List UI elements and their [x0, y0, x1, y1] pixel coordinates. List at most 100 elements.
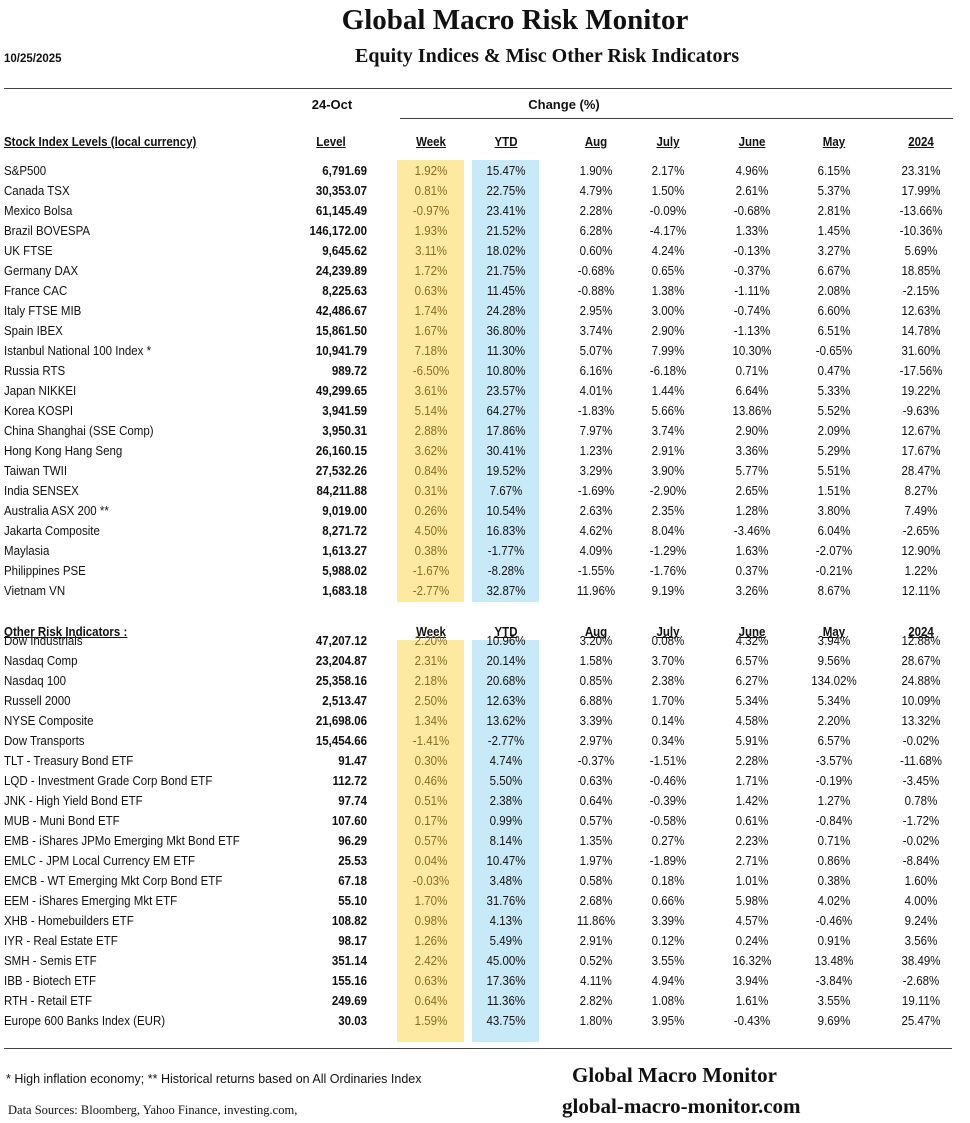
row-july-change: -0.09%: [649, 204, 687, 218]
row-week-change: 1.67%: [414, 324, 448, 338]
row-ytd-change: 12.63%: [486, 694, 526, 708]
row-level: 25,358.16: [315, 674, 367, 688]
row-may-change: 2.81%: [817, 204, 851, 218]
row-2024-change: -9.63%: [902, 404, 940, 418]
row-ytd-change: 17.86%: [486, 424, 526, 438]
row-july-change: 3.70%: [651, 654, 685, 668]
row-june-change: 5.98%: [735, 894, 769, 908]
row-aug-change: 0.60%: [579, 244, 613, 258]
row-name: Russia RTS: [4, 364, 66, 378]
row-july-change: -2.90%: [649, 484, 687, 498]
row-ytd-change: 4.74%: [489, 754, 523, 768]
row-name: Nasdaq 100: [4, 674, 67, 688]
row-name: Canada TSX: [4, 184, 70, 198]
row-may-change: 5.52%: [817, 404, 851, 418]
row-aug-change: 4.79%: [579, 184, 613, 198]
row-june-change: 16.32%: [732, 954, 772, 968]
row-aug-change: 3.74%: [579, 324, 613, 338]
row-name: EMLC - JPM Local Currency EM ETF: [4, 854, 196, 868]
row-june-change: 6.57%: [735, 654, 769, 668]
row-june-change: -3.46%: [733, 524, 771, 538]
row-name: Brazil BOVESPA: [4, 224, 91, 238]
row-may-change: 0.47%: [817, 364, 851, 378]
row-june-change: 4.96%: [735, 164, 769, 178]
row-ytd-change: 7.67%: [489, 484, 523, 498]
row-aug-change: 1.80%: [579, 1014, 613, 1028]
row-june-change: 13.86%: [732, 404, 772, 418]
divider: [4, 88, 952, 89]
row-level: 91.47: [338, 754, 367, 768]
row-ytd-change: 5.49%: [489, 934, 523, 948]
row-aug-change: 3.20%: [579, 634, 613, 648]
row-june-change: 0.37%: [735, 564, 769, 578]
page-subtitle: Equity Indices & Misc Other Risk Indicat…: [355, 45, 740, 67]
column-header-week: Week: [416, 135, 446, 149]
row-2024-change: 1.22%: [904, 564, 938, 578]
row-aug-change: 3.29%: [579, 464, 613, 478]
row-level: 24,239.89: [315, 264, 367, 278]
row-name: Europe 600 Banks Index (EUR): [4, 1014, 166, 1028]
row-may-change: 0.86%: [817, 854, 851, 868]
row-july-change: 9.19%: [651, 584, 685, 598]
row-july-change: 0.18%: [651, 874, 685, 888]
row-may-change: 1.51%: [817, 484, 851, 498]
row-july-change: 4.24%: [651, 244, 685, 258]
row-june-change: 2.23%: [735, 834, 769, 848]
row-ytd-change: 11.36%: [486, 994, 526, 1008]
row-week-change: 3.11%: [415, 244, 447, 258]
row-2024-change: -10.36%: [899, 224, 943, 238]
row-name: Australia ASX 200 **: [4, 504, 109, 518]
column-header-week: Week: [416, 625, 446, 639]
row-aug-change: 1.58%: [579, 654, 613, 668]
row-june-change: -0.13%: [733, 244, 771, 258]
row-2024-change: -13.66%: [899, 204, 943, 218]
row-level: 1,613.27: [322, 544, 367, 558]
row-level: 96.29: [338, 834, 367, 848]
row-aug-change: 1.35%: [579, 834, 613, 848]
row-may-change: 5.51%: [817, 464, 851, 478]
row-june-change: -1.13%: [733, 324, 771, 338]
row-week-change: -0.03%: [412, 874, 450, 888]
row-week-change: 0.98%: [414, 914, 448, 928]
row-may-change: 0.38%: [817, 874, 851, 888]
row-name: TLT - Treasury Bond ETF: [4, 754, 134, 768]
row-week-change: 4.50%: [414, 524, 448, 538]
data-sources: Data Sources: Bloomberg, Yahoo Finance, …: [8, 1103, 298, 1117]
row-2024-change: 13.32%: [901, 714, 941, 728]
column-header-level: Level: [316, 135, 346, 149]
row-july-change: 3.00%: [651, 304, 685, 318]
row-level: 3,950.31: [322, 424, 367, 438]
row-name: RTH - Retail ETF: [4, 994, 92, 1008]
row-may-change: -3.57%: [815, 754, 853, 768]
change-label: Change (%): [528, 97, 600, 112]
row-week-change: 0.64%: [414, 994, 448, 1008]
row-level: 146,172.00: [309, 224, 367, 238]
row-level: 6,791.69: [322, 164, 367, 178]
row-week-change: 0.46%: [414, 774, 448, 788]
row-aug-change: 4.09%: [579, 544, 613, 558]
row-july-change: 0.66%: [651, 894, 685, 908]
row-name: S&P500: [4, 164, 47, 178]
row-may-change: 2.09%: [817, 424, 851, 438]
row-aug-change: 0.57%: [579, 814, 613, 828]
row-july-change: 2.90%: [651, 324, 685, 338]
row-aug-change: 6.88%: [579, 694, 613, 708]
row-level: 30.03: [338, 1014, 367, 1028]
row-level: 989.72: [331, 364, 367, 378]
row-ytd-change: 20.68%: [486, 674, 526, 688]
row-2024-change: -11.68%: [899, 754, 942, 768]
row-june-change: 1.71%: [735, 774, 769, 788]
row-name: XHB - Homebuilders ETF: [4, 914, 134, 928]
row-week-change: 1.26%: [414, 934, 448, 948]
row-june-change: 1.33%: [735, 224, 769, 238]
row-level: 10,941.79: [315, 344, 367, 358]
row-name: Istanbul National 100 Index *: [4, 344, 152, 358]
row-level: 49,299.65: [315, 384, 367, 398]
row-2024-change: 24.88%: [901, 674, 941, 688]
row-level: 23,204.87: [315, 654, 367, 668]
row-2024-change: 38.49%: [901, 954, 941, 968]
bottom-divider: [4, 1048, 952, 1049]
row-july-change: 3.95%: [651, 1014, 685, 1028]
row-may-change: 1.45%: [817, 224, 851, 238]
row-june-change: 5.77%: [735, 464, 769, 478]
